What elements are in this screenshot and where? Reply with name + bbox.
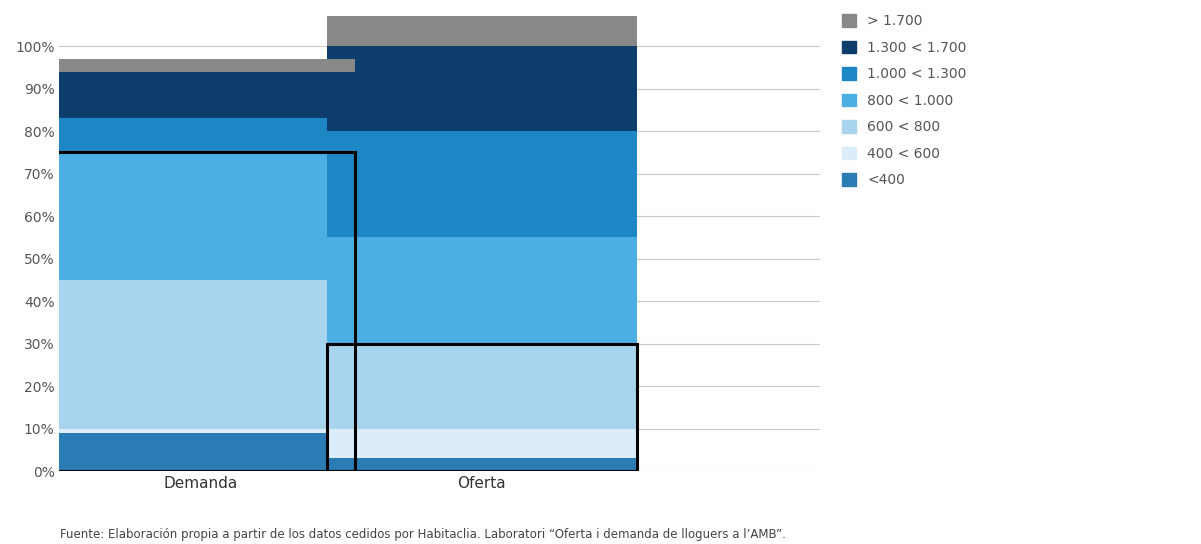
Text: Fuente: Elaboración propia a partir de los datos cedidos por Habitaclia. Laborat: Fuente: Elaboración propia a partir de l… [60, 528, 785, 541]
Bar [327, 344, 637, 429]
Bar [46, 119, 355, 152]
Bar [327, 46, 637, 131]
Bar [46, 280, 355, 429]
Legend: > 1.700, 1.300 < 1.700, 1.000 < 1.300, 800 < 1.000, 600 < 800, 400 < 600, <400: > 1.700, 1.300 < 1.700, 1.000 < 1.300, 8… [842, 14, 967, 187]
Bar [327, 0, 637, 46]
Bar [327, 237, 637, 344]
Bar [46, 152, 355, 280]
Bar [46, 59, 355, 72]
Bar [327, 131, 637, 237]
Bar [46, 433, 355, 471]
Bar [327, 429, 637, 458]
Bar [46, 429, 355, 433]
Bar [46, 72, 355, 119]
Bar [327, 458, 637, 471]
